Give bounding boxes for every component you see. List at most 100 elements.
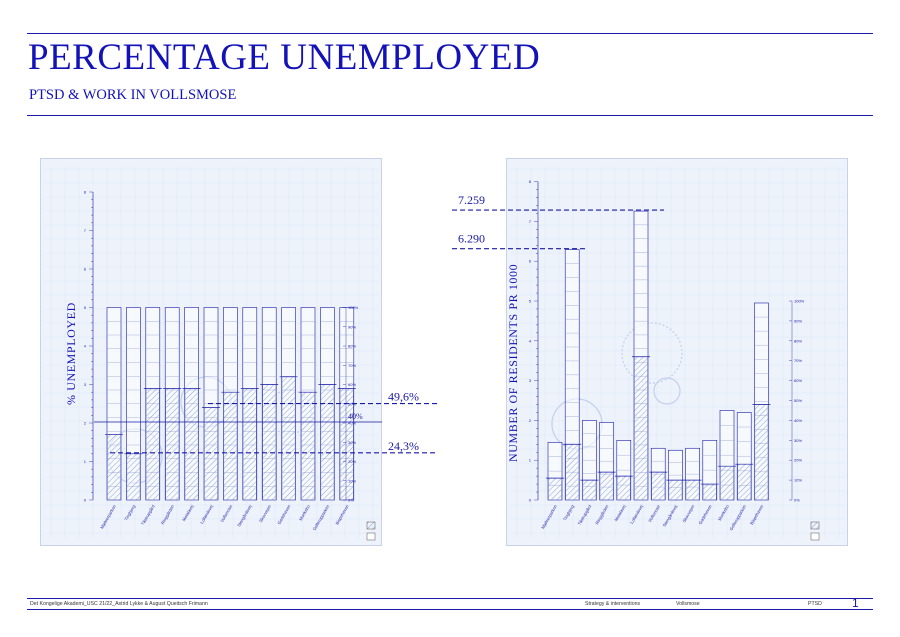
bar-value [582, 479, 597, 501]
percent-tick-label: 0% [348, 498, 354, 503]
y-tick-label: 3 [84, 382, 87, 387]
x-tick-label: Lollandsvej [629, 504, 644, 525]
header-rule [27, 115, 873, 116]
legend-empty-box [810, 532, 820, 541]
x-tick-label: Munkebo [298, 503, 311, 521]
footer-topic: PTSD [808, 601, 822, 607]
percent-tick-label: 80% [794, 338, 802, 343]
x-tick-label: Gellerupparken [312, 503, 331, 531]
decorative-circle [653, 377, 681, 405]
percent-tick-label: 40% [348, 421, 356, 426]
x-tick-label: Munkebo [717, 503, 730, 521]
percent-tick-label: 0% [794, 498, 800, 503]
y-tick-label: 6 [529, 259, 532, 264]
y-tick-label: 8 [84, 190, 87, 195]
x-tick-label: Vollsmose [647, 503, 661, 523]
percent-tick-label: 100% [794, 299, 805, 304]
x-tick-label: Tåstrupgård [140, 503, 156, 526]
chart-residents-panel: 0 1 2 3 4 5 6 7 8 Mjølnerparken Tingbjerg Tåstrupgå… [506, 158, 848, 546]
x-tick-label: Bispehaven [749, 503, 765, 525]
bar-value [703, 483, 717, 501]
y-tick-label: 2 [529, 418, 532, 423]
y-axis-label-residents: NUMBER OF RESIDENTS PR 1000 [506, 263, 520, 462]
percent-tick-label: 90% [794, 318, 802, 323]
y-tick-label: 2 [84, 421, 87, 426]
y-tick-label: 7 [529, 219, 532, 224]
percent-tick-label: 10% [348, 478, 356, 483]
reference-line-label: 24,3% [388, 439, 419, 453]
bar-value [223, 391, 238, 501]
bar-value [126, 453, 141, 501]
percent-tick-label: 20% [348, 459, 356, 464]
bar-value [617, 475, 631, 501]
y-tick-label: 4 [84, 344, 87, 349]
bar-value [146, 388, 160, 501]
x-tick-label: Gadehaven [698, 503, 713, 525]
footer-credits: Det Kongelige Akademi_USC 21/22_Astrid L… [30, 601, 208, 607]
percent-tick-label: 60% [348, 382, 356, 387]
footer-section: Strategy & interventions [585, 601, 641, 607]
bar-value [301, 391, 315, 501]
page-title: PERCENTAGE UNEMPLOYED [28, 37, 541, 78]
bar-value [107, 434, 121, 501]
bar-value [184, 388, 199, 501]
bar-value [565, 444, 579, 501]
bar-value [548, 477, 562, 501]
bar-value [668, 479, 683, 501]
percent-tick-label: 70% [348, 363, 356, 368]
legend-hatched-box [810, 521, 820, 530]
bar-value [737, 463, 751, 501]
percent-tick-label: 10% [794, 478, 802, 483]
y-tick-label: 8 [529, 179, 532, 184]
x-tick-label: Skovvejen [258, 503, 272, 523]
x-tick-label: Gadehaven [276, 503, 291, 525]
x-tick-label: Vollsmose [219, 503, 233, 523]
chart-unemployed-panel: 0 1 2 3 4 5 6 7 8 Mjølnerparken Tingbjerg Tåstrupgå… [40, 158, 382, 546]
bar-value [685, 479, 700, 501]
x-tick-label: Mjølnerparken [540, 503, 558, 529]
bar-value [599, 471, 614, 501]
x-tick-label: Skovvejen [681, 503, 695, 523]
percent-tick-label: 30% [794, 438, 802, 443]
bottom-rule [27, 609, 873, 610]
reference-line-label: 7.259 [458, 193, 485, 207]
x-tick-label: Mjølnerparken [99, 503, 117, 529]
percent-tick-label: 80% [348, 344, 356, 349]
page-number: 1 [852, 596, 859, 610]
y-tick-label: 4 [529, 338, 532, 343]
bar-value [165, 388, 179, 501]
bar-value [243, 388, 257, 501]
legend-hatched-box [366, 521, 376, 530]
x-tick-label: Ringgården [594, 503, 609, 525]
y-tick-label: 0 [529, 498, 532, 503]
percent-tick-label: 90% [348, 324, 356, 329]
reference-line-label: 49,6% [388, 390, 419, 404]
x-tick-label: Lollandsvej [199, 504, 214, 525]
x-tick-label: Stengårdsvej [236, 504, 253, 528]
percent-tick-label: 40% [794, 418, 802, 423]
percent-tick-label: 70% [794, 358, 802, 363]
decorative-circle [621, 322, 683, 384]
percent-tick-label: 60% [794, 378, 802, 383]
y-axis-label-unemployed: % UNEMPLOYED [64, 302, 78, 405]
percent-tick-label: 50% [794, 398, 802, 403]
x-tick-label: Tåstrupgård [577, 503, 593, 526]
y-tick-label: 6 [84, 267, 87, 272]
legend-empty-box [366, 532, 376, 541]
x-tick-label: Ringgården [160, 503, 175, 525]
y-tick-label: 5 [529, 299, 532, 304]
top-rule [27, 33, 873, 34]
page-subtitle: PTSD & WORK IN VOLLSMOSE [29, 87, 237, 103]
percent-tick-label: 20% [794, 458, 802, 463]
bar-value [634, 356, 648, 501]
y-tick-label: 5 [84, 305, 87, 310]
footer-place: Vollsmose [676, 601, 700, 607]
bar-value [754, 404, 769, 501]
bar-value [720, 465, 734, 501]
x-tick-label: Bispehaven [334, 503, 350, 525]
y-tick-label: 1 [84, 459, 87, 464]
footer-rule [27, 598, 873, 599]
percent-tick-label: 50% [348, 401, 356, 406]
